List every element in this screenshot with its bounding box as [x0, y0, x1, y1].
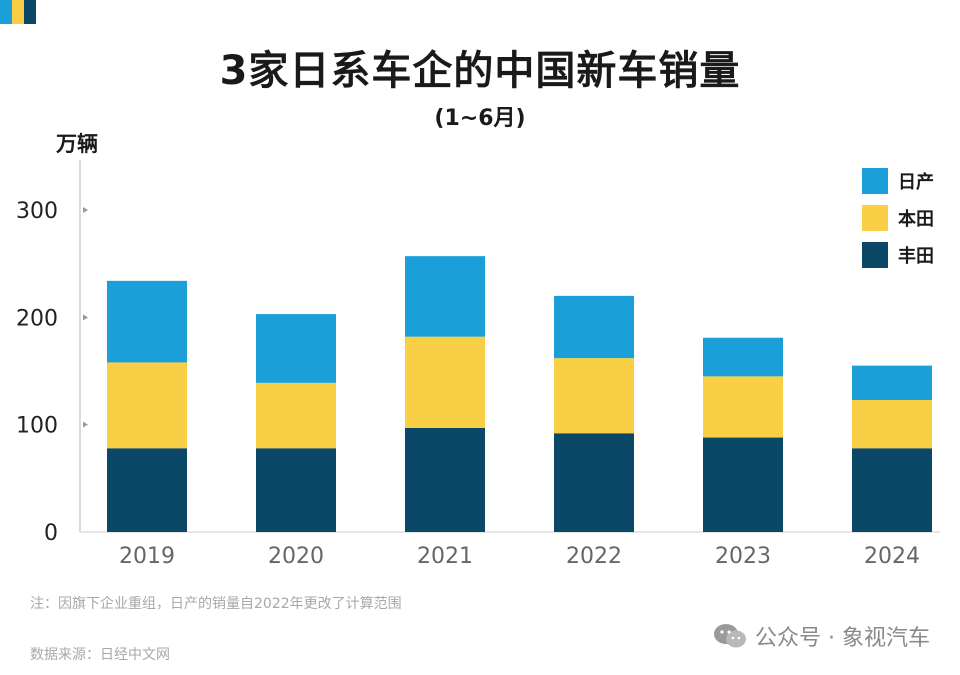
legend-swatch	[862, 205, 888, 231]
y-tick-label: 200	[16, 306, 58, 331]
chart-title: 3家日系车企的中国新车销量	[219, 48, 741, 94]
bar-segment-日产-2024	[852, 365, 932, 400]
y-tick-label: 300	[16, 199, 58, 224]
legend-label: 丰田	[898, 245, 934, 267]
legend-swatch	[862, 242, 888, 268]
y-tick-mark	[83, 207, 88, 213]
x-tick-label: 2019	[119, 544, 175, 569]
bar-segment-本田-2024	[852, 399, 932, 449]
y-tick-mark	[83, 421, 88, 428]
x-tick-label: 2022	[566, 544, 622, 569]
x-tick-label: 2020	[268, 544, 324, 569]
corner-stripe-blue	[0, 0, 12, 24]
stacked-bar-chart: 0 100 200 300 2019 2020 2021 2022 2023 2024 日产本田丰…	[16, 160, 940, 569]
x-tick-label: 2021	[417, 544, 473, 569]
bar-segment-本田-2019	[107, 362, 187, 449]
bar-segment-丰田-2023	[703, 437, 783, 532]
chart-subtitle: (1~6月)	[434, 106, 526, 131]
corner-stripe-yellow	[12, 0, 24, 24]
data-source: 数据来源：日经中文网	[30, 647, 170, 663]
bar-segment-日产-2023	[703, 337, 783, 377]
bar-segment-日产-2021	[405, 256, 485, 337]
bar-segment-本田-2022	[554, 358, 634, 434]
bar-segment-日产-2022	[554, 295, 634, 359]
corner-stripe-navy	[24, 0, 36, 24]
bar-segment-本田-2023	[703, 376, 783, 438]
watermark-text: 公众号 · 象视汽车	[755, 626, 930, 651]
bar-segment-丰田-2019	[107, 448, 187, 532]
legend-swatch	[862, 168, 888, 194]
label-layer: 0 100 200 300 2019 2020 2021 2022 2023 2024	[16, 199, 920, 569]
x-tick-label: 2023	[715, 544, 771, 569]
corner-decoration	[0, 0, 36, 24]
bar-segment-丰田-2024	[852, 448, 932, 532]
bar-segment-日产-2019	[107, 280, 187, 363]
bar-segment-丰田-2022	[554, 433, 634, 532]
y-axis-unit-label: 万辆	[56, 132, 98, 156]
footnote: 注：因旗下企业重组，日产的销量自2022年更改了计算范围	[30, 596, 402, 612]
axis-layer	[79, 160, 940, 533]
bar-segment-丰田-2020	[256, 448, 336, 532]
y-tick-label: 100	[16, 414, 58, 439]
bar-segment-日产-2020	[256, 314, 336, 383]
bar-layer	[107, 256, 932, 532]
y-tick-label: 0	[44, 521, 58, 546]
bar-segment-本田-2020	[256, 382, 336, 449]
watermark: 公众号 · 象视汽车	[713, 620, 930, 652]
y-tick-mark	[83, 314, 88, 321]
legend-label: 本田	[898, 208, 934, 230]
legend-label: 日产	[898, 171, 934, 193]
x-tick-label: 2024	[864, 544, 920, 569]
bar-segment-丰田-2021	[405, 427, 485, 532]
bar-segment-本田-2021	[405, 336, 485, 428]
wechat-icon	[714, 624, 747, 648]
